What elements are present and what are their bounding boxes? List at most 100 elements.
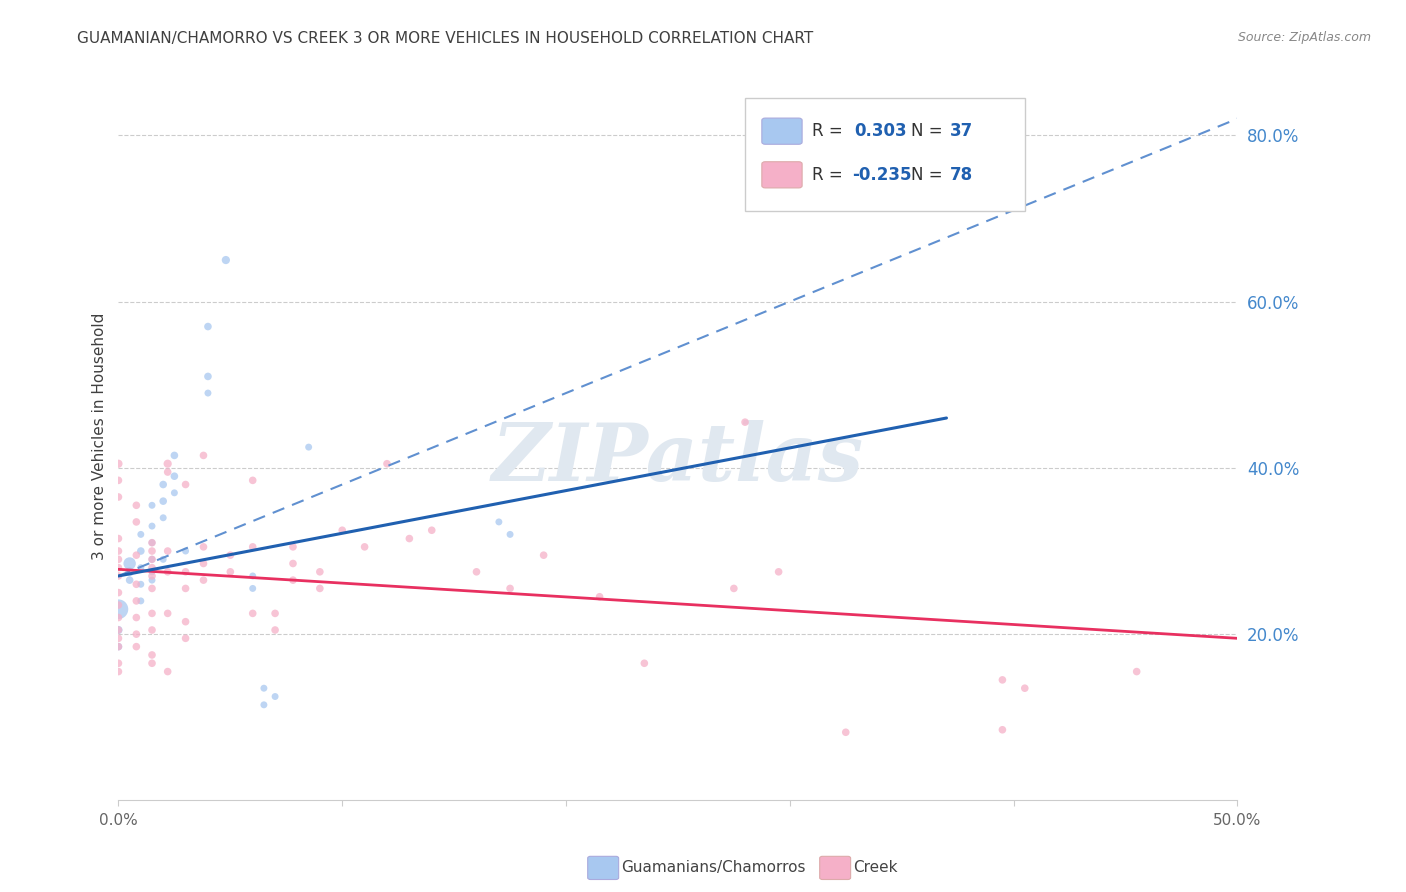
Point — [308, 582, 330, 596]
Point — [141, 657, 163, 671]
Point — [835, 725, 858, 739]
Point — [125, 548, 148, 562]
Point — [1125, 665, 1147, 679]
Point — [215, 253, 238, 268]
Point — [125, 627, 148, 641]
Point — [129, 527, 152, 541]
Point — [156, 607, 179, 621]
Point — [242, 474, 264, 488]
Point — [129, 544, 152, 558]
Point — [125, 515, 148, 529]
Point — [141, 535, 163, 549]
Point — [174, 477, 197, 491]
Point — [242, 540, 264, 554]
Text: Creek: Creek — [853, 860, 898, 874]
Point — [163, 485, 186, 500]
Point — [107, 632, 129, 646]
Text: Source: ZipAtlas.com: Source: ZipAtlas.com — [1237, 31, 1371, 45]
Text: -0.235: -0.235 — [852, 166, 912, 184]
Point — [107, 598, 129, 612]
Point — [141, 582, 163, 596]
Text: 37: 37 — [950, 122, 973, 140]
Point — [125, 640, 148, 654]
Point — [107, 640, 129, 654]
Point — [156, 465, 179, 479]
Point — [465, 565, 488, 579]
Point — [499, 582, 522, 596]
Point — [107, 640, 129, 654]
Point — [193, 557, 215, 571]
Point — [174, 582, 197, 596]
Point — [768, 565, 790, 579]
Point — [588, 590, 610, 604]
Point — [242, 569, 264, 583]
Point — [219, 548, 242, 562]
Text: ⬜: ⬜ — [591, 857, 602, 877]
Point — [174, 615, 197, 629]
Point — [152, 477, 174, 491]
Point — [264, 607, 287, 621]
Point — [242, 582, 264, 596]
Point — [141, 607, 163, 621]
Point — [141, 560, 163, 574]
Point — [118, 557, 141, 571]
Point — [219, 565, 242, 579]
Text: 78: 78 — [950, 166, 973, 184]
Point — [141, 519, 163, 533]
Point — [281, 540, 304, 554]
Point — [156, 665, 179, 679]
Point — [129, 594, 152, 608]
Point — [163, 469, 186, 483]
Point — [107, 623, 129, 637]
Point — [193, 573, 215, 587]
Point — [156, 544, 179, 558]
Point — [633, 657, 655, 671]
Point — [107, 665, 129, 679]
Point — [991, 673, 1014, 687]
Point — [420, 523, 443, 537]
Point — [107, 532, 129, 546]
Point — [152, 510, 174, 524]
Point — [264, 690, 287, 704]
Point — [163, 449, 186, 463]
Point — [398, 532, 420, 546]
Point — [107, 552, 129, 566]
Point — [264, 623, 287, 637]
Point — [193, 540, 215, 554]
Point — [141, 569, 163, 583]
Point — [129, 560, 152, 574]
Point — [281, 557, 304, 571]
Point — [107, 623, 129, 637]
Point — [141, 623, 163, 637]
Point — [375, 457, 398, 471]
Point — [156, 565, 179, 579]
Point — [141, 552, 163, 566]
Point — [723, 582, 745, 596]
Point — [118, 573, 141, 587]
Point — [129, 577, 152, 591]
Point — [488, 515, 510, 529]
Point — [197, 319, 219, 334]
Point — [1014, 681, 1036, 696]
Point — [125, 594, 148, 608]
Point — [156, 457, 179, 471]
Point — [141, 552, 163, 566]
Point — [141, 544, 163, 558]
Point — [197, 386, 219, 401]
Point — [330, 523, 353, 537]
Point — [193, 449, 215, 463]
Text: N =: N = — [911, 122, 948, 140]
Point — [107, 602, 129, 616]
Point — [734, 415, 756, 429]
Point — [499, 527, 522, 541]
Text: GUAMANIAN/CHAMORRO VS CREEK 3 OR MORE VEHICLES IN HOUSEHOLD CORRELATION CHART: GUAMANIAN/CHAMORRO VS CREEK 3 OR MORE VE… — [77, 31, 814, 46]
FancyBboxPatch shape — [762, 118, 801, 145]
Point — [141, 498, 163, 512]
Y-axis label: 3 or more Vehicles in Household: 3 or more Vehicles in Household — [93, 313, 107, 560]
Point — [308, 565, 330, 579]
Point — [141, 535, 163, 549]
Point — [141, 565, 163, 579]
Text: 0.303: 0.303 — [855, 122, 907, 140]
Point — [253, 698, 276, 712]
Point — [197, 369, 219, 384]
